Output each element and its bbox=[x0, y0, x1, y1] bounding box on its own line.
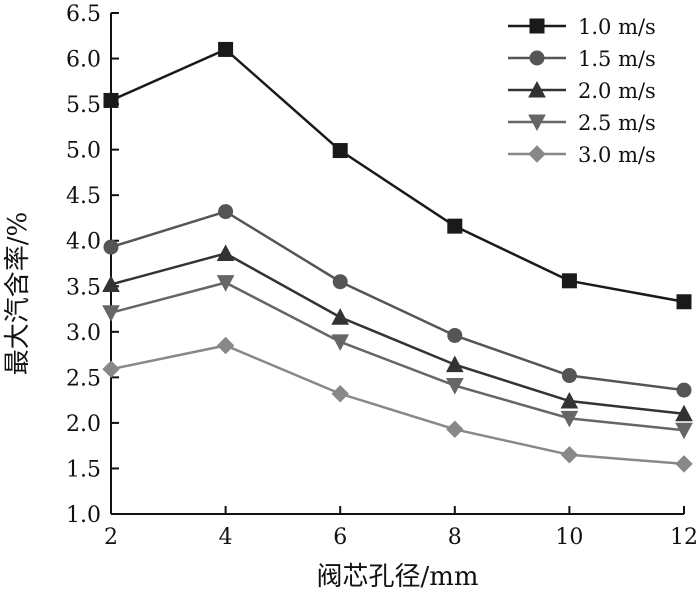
legend-item: 2.0 m/s bbox=[508, 79, 656, 103]
series-line bbox=[110, 47, 685, 303]
data-point bbox=[103, 92, 119, 108]
series-line bbox=[110, 344, 685, 466]
data-point bbox=[560, 391, 579, 409]
series-3 bbox=[102, 244, 693, 422]
x-ticks: 2 4 6 8 10 12 bbox=[104, 506, 698, 550]
y-tick-label: 1.5 bbox=[66, 457, 101, 482]
legend-item: 1.5 m/s bbox=[508, 47, 656, 71]
data-point bbox=[675, 404, 693, 422]
data-point bbox=[216, 275, 235, 292]
data-point bbox=[332, 274, 348, 290]
series-1 bbox=[103, 41, 692, 310]
series-line bbox=[110, 210, 685, 392]
data-point bbox=[331, 334, 350, 351]
y-tick-label: 2.0 bbox=[66, 412, 101, 437]
y-tick-label: 5.0 bbox=[66, 139, 101, 164]
y-tick-label: 2.5 bbox=[66, 366, 101, 391]
data-point bbox=[676, 294, 692, 310]
y-tick-label: 1.0 bbox=[66, 503, 101, 528]
data-point bbox=[447, 218, 463, 234]
legend-marker bbox=[529, 18, 545, 34]
data-point bbox=[102, 275, 120, 292]
data-point bbox=[445, 355, 464, 373]
legend-label: 1.0 m/s bbox=[578, 15, 656, 39]
data-point bbox=[332, 143, 348, 159]
data-point bbox=[216, 336, 235, 355]
legend-item: 2.5 m/s bbox=[508, 111, 656, 135]
y-tick-label: 3.5 bbox=[66, 275, 101, 300]
x-tick-label: 6 bbox=[333, 525, 347, 550]
series-5 bbox=[102, 336, 693, 473]
series-2 bbox=[103, 204, 692, 398]
x-tick-label: 12 bbox=[670, 525, 698, 550]
data-point bbox=[102, 305, 120, 322]
legend-item: 1.0 m/s bbox=[508, 15, 656, 39]
legend-label: 2.0 m/s bbox=[578, 79, 656, 103]
data-point bbox=[560, 410, 579, 428]
data-point bbox=[216, 244, 235, 261]
series-layer bbox=[102, 41, 693, 473]
y-tick-label: 3.0 bbox=[66, 321, 101, 346]
data-point bbox=[675, 422, 693, 440]
x-tick-label: 8 bbox=[448, 525, 462, 550]
data-point bbox=[218, 41, 234, 57]
data-point bbox=[103, 239, 119, 255]
legend-marker bbox=[529, 50, 545, 66]
data-point bbox=[447, 327, 463, 343]
y-tick-label: 5.5 bbox=[66, 93, 101, 118]
series-4 bbox=[102, 275, 693, 440]
x-tick-label: 10 bbox=[555, 525, 583, 550]
data-point bbox=[331, 385, 349, 403]
legend-label: 3.0 m/s bbox=[578, 143, 656, 167]
data-point bbox=[561, 273, 577, 289]
data-point bbox=[675, 455, 693, 473]
x-tick-label: 4 bbox=[219, 525, 233, 550]
x-tick-label: 2 bbox=[104, 525, 118, 550]
data-point bbox=[446, 420, 464, 438]
series-line bbox=[110, 252, 685, 416]
y-tick-label: 6.5 bbox=[66, 2, 101, 27]
y-ticks: 1.0 1.5 2.0 2.5 3.0 3.5 4.0 4.5 5.0 5.5 6.0 6.5 bbox=[66, 2, 119, 528]
legend-marker bbox=[528, 114, 546, 132]
data-point bbox=[331, 308, 350, 325]
legend-marker bbox=[528, 80, 546, 98]
y-tick-label: 6.0 bbox=[66, 48, 101, 73]
x-axis-title: 阀芯孔径/mm bbox=[316, 562, 478, 592]
y-tick-label: 4.5 bbox=[66, 184, 101, 209]
legend-label: 2.5 m/s bbox=[578, 111, 656, 135]
data-point bbox=[445, 378, 464, 395]
data-point bbox=[102, 360, 120, 378]
y-axis-title: 最大汽含率/% bbox=[3, 212, 33, 375]
legend: 1.0 m/s 1.5 m/s 2.0 m/s 2.5 m/s 3.0 m/s bbox=[508, 15, 656, 167]
data-point bbox=[676, 382, 692, 398]
series-line bbox=[110, 281, 685, 432]
legend-marker bbox=[528, 145, 546, 163]
data-point bbox=[561, 368, 577, 384]
y-tick-label: 4.0 bbox=[66, 230, 101, 255]
data-point bbox=[218, 204, 234, 220]
legend-label: 1.5 m/s bbox=[578, 47, 656, 71]
legend-item: 3.0 m/s bbox=[508, 143, 656, 167]
data-point bbox=[560, 446, 579, 464]
